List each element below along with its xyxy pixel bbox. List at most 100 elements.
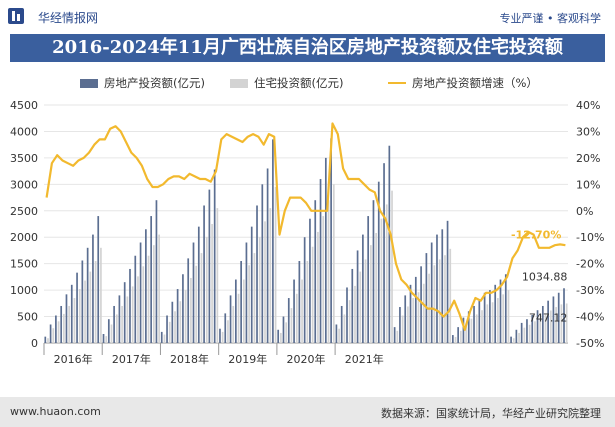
bar-investment bbox=[547, 300, 549, 343]
bar-investment bbox=[287, 298, 290, 343]
bar-residential bbox=[147, 255, 150, 343]
x-tick-label: 2021年 bbox=[345, 352, 384, 366]
right-tick-label: 20% bbox=[576, 152, 600, 165]
bar-investment bbox=[70, 284, 73, 343]
bar-investment bbox=[145, 229, 147, 343]
bar-residential bbox=[354, 285, 356, 343]
brand-logo-icon bbox=[8, 8, 24, 24]
bar-residential bbox=[205, 237, 208, 343]
bar-residential bbox=[454, 336, 457, 343]
bar-residential bbox=[258, 237, 261, 343]
bar-investment bbox=[362, 234, 364, 343]
right-tick-label: -40% bbox=[576, 311, 604, 324]
bar-residential bbox=[338, 328, 340, 343]
bar-investment bbox=[219, 328, 221, 343]
footer-website: www.huaon.com bbox=[10, 405, 101, 418]
bar-residential bbox=[264, 221, 266, 343]
bar-investment bbox=[414, 276, 417, 343]
bar-residential bbox=[481, 310, 483, 343]
bar-residential bbox=[158, 234, 160, 343]
bar-investment bbox=[526, 319, 528, 343]
bar-residential bbox=[200, 253, 203, 343]
bar-investment bbox=[452, 335, 454, 343]
x-tick-label: 2017年 bbox=[112, 352, 151, 366]
bar-residential bbox=[549, 310, 552, 343]
bar-investment bbox=[314, 200, 317, 343]
bar-investment bbox=[81, 260, 84, 343]
bar-residential bbox=[126, 296, 129, 343]
bar-residential bbox=[57, 321, 60, 343]
bar-residential bbox=[105, 336, 108, 343]
bar-residential bbox=[52, 328, 55, 343]
left-tick-label: 4000 bbox=[10, 125, 38, 138]
bar-residential bbox=[544, 314, 547, 343]
top-bar: 华经情报网 专业严谨 • 客观科学 bbox=[0, 0, 615, 34]
left-tick-label: 1000 bbox=[10, 284, 38, 297]
bar-investment bbox=[489, 290, 491, 343]
bar-investment bbox=[129, 268, 131, 343]
bar-investment bbox=[340, 305, 343, 343]
bar-investment bbox=[351, 268, 354, 343]
gridlines bbox=[44, 104, 568, 344]
legend-item-residential: 住宅投资额(亿元) bbox=[230, 74, 380, 92]
bar-investment bbox=[399, 307, 401, 343]
bar-residential bbox=[306, 261, 309, 343]
legend-swatch-residential bbox=[230, 79, 248, 88]
bar-residential bbox=[497, 298, 499, 343]
bar-investment bbox=[462, 317, 465, 343]
bar-residential bbox=[465, 323, 467, 343]
bar-residential bbox=[502, 294, 505, 343]
bar-residential bbox=[73, 298, 76, 343]
bar-residential bbox=[94, 261, 97, 343]
bar-residential bbox=[560, 304, 563, 343]
bar-residential bbox=[47, 338, 49, 343]
bar-residential bbox=[370, 245, 372, 343]
right-axis-ticks: 40% 30% 20% 10% 0% -10% -20% -30% -40% -50% bbox=[576, 99, 604, 350]
bar-residential bbox=[121, 305, 123, 343]
x-tick-label: 2020年 bbox=[287, 352, 326, 366]
bar-residential bbox=[375, 232, 378, 343]
bar-residential bbox=[332, 184, 335, 343]
left-tick-label: 3000 bbox=[10, 178, 38, 191]
bar-investment bbox=[245, 242, 248, 343]
bar-investment bbox=[319, 179, 322, 343]
bar-investment bbox=[483, 292, 486, 343]
bar-residential bbox=[137, 276, 139, 343]
bar-investment bbox=[388, 145, 391, 343]
bar-residential bbox=[438, 259, 441, 343]
bar-residential bbox=[89, 271, 92, 343]
right-tick-label: 0% bbox=[576, 205, 593, 218]
bar-residential bbox=[115, 314, 118, 343]
bar-investment bbox=[541, 305, 544, 343]
bar-residential bbox=[348, 300, 351, 343]
bar-investment bbox=[187, 258, 190, 343]
bar-residential bbox=[100, 247, 102, 343]
bar-investment bbox=[441, 229, 444, 343]
bar-investment bbox=[86, 247, 89, 343]
bar-investment bbox=[118, 295, 121, 343]
bar-investment bbox=[92, 234, 94, 343]
left-tick-label: 3500 bbox=[10, 152, 38, 165]
footer-bar: www.huaon.com 数据来源：国家统计局，华经产业研究院整理 bbox=[0, 397, 615, 427]
bar-residential bbox=[195, 265, 198, 343]
bar-investment bbox=[420, 266, 422, 343]
bar-investment bbox=[404, 295, 407, 343]
bar-residential bbox=[391, 190, 393, 343]
bar-residential bbox=[269, 208, 272, 343]
bar-investment bbox=[552, 296, 555, 343]
bar-residential bbox=[142, 266, 145, 343]
bar-residential bbox=[449, 248, 452, 343]
bar-investment bbox=[367, 216, 370, 343]
bar-residential bbox=[301, 279, 303, 343]
bar-residential bbox=[131, 286, 134, 343]
right-tick-label: 10% bbox=[576, 178, 600, 191]
bar-residential bbox=[290, 308, 293, 343]
bar-residential bbox=[248, 265, 250, 343]
right-tick-label: 40% bbox=[576, 99, 600, 112]
bar-residential bbox=[84, 280, 86, 343]
bar-investment bbox=[250, 226, 253, 343]
bar-residential bbox=[518, 332, 520, 343]
bar-residential bbox=[184, 290, 187, 343]
brand-name: 华经情报网 bbox=[38, 11, 99, 25]
bar-investment bbox=[393, 327, 396, 343]
